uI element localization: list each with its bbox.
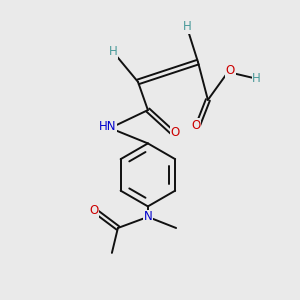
Text: O: O (170, 125, 179, 139)
Text: O: O (89, 204, 98, 218)
Text: H: H (182, 20, 191, 34)
Text: N: N (143, 210, 152, 224)
Text: H: H (252, 71, 261, 85)
Text: O: O (191, 118, 200, 132)
Text: HN: HN (99, 120, 116, 133)
Text: O: O (226, 64, 235, 77)
Text: H: H (109, 45, 118, 58)
